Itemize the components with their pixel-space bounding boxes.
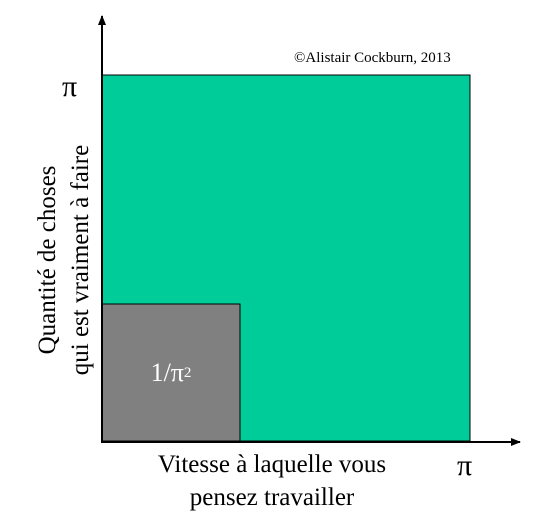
y-axis-label: Quantité de choses qui est vraiment à fa… — [31, 110, 97, 410]
inner-square — [101, 303, 241, 442]
y-axis-label-line1: Quantité de choses — [34, 165, 61, 355]
x-axis-label: Vitesse à laquelle vous pensez travaille… — [122, 448, 422, 514]
x-axis-max-label: π — [457, 449, 473, 482]
copyright-notice: ©Alistair Cockburn, 2013 — [294, 50, 451, 66]
inner-square-label: 1/π 2 — [150, 357, 192, 387]
y-axis-label-line2: qui est vraiment à faire — [67, 144, 94, 376]
y-axis-max-label: π — [62, 70, 78, 103]
x-axis-label-line2: pensez travailler — [189, 484, 355, 511]
inner-label-base: 1/π — [150, 357, 184, 387]
x-axis-label-line1: Vitesse à laquelle vous — [157, 451, 387, 478]
